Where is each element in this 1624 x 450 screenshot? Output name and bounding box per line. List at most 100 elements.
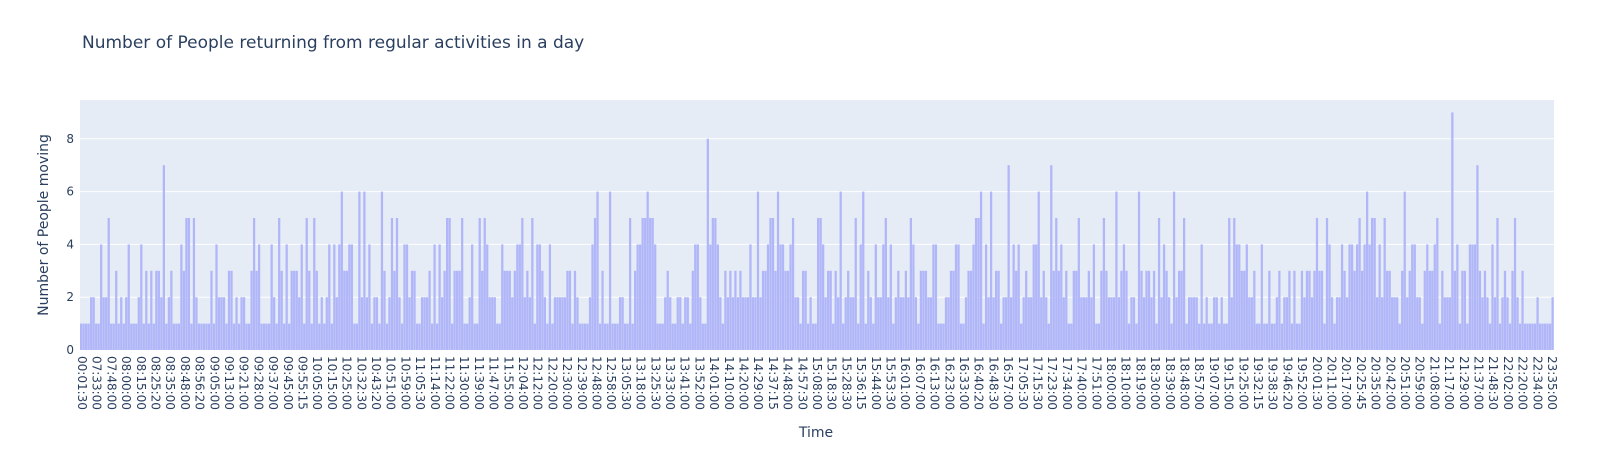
bar[interactable]: [330, 323, 333, 350]
bar[interactable]: [506, 270, 509, 350]
bar[interactable]: [744, 297, 747, 350]
bar[interactable]: [1426, 244, 1429, 350]
bar[interactable]: [415, 323, 419, 350]
bar[interactable]: [1225, 323, 1228, 350]
bar[interactable]: [1182, 218, 1186, 350]
bar[interactable]: [1443, 297, 1446, 350]
bar[interactable]: [358, 191, 361, 350]
bar[interactable]: [471, 244, 474, 350]
bar[interactable]: [799, 323, 802, 350]
bar[interactable]: [1045, 297, 1048, 350]
bar[interactable]: [1283, 297, 1286, 350]
bar[interactable]: [801, 270, 805, 350]
bar[interactable]: [1355, 244, 1359, 350]
bar[interactable]: [1057, 270, 1060, 350]
bar[interactable]: [481, 270, 484, 350]
bar[interactable]: [857, 323, 860, 350]
bar[interactable]: [1511, 270, 1514, 350]
bar[interactable]: [724, 270, 727, 350]
bar[interactable]: [97, 323, 100, 350]
bar[interactable]: [1110, 297, 1113, 350]
bar[interactable]: [764, 270, 767, 350]
bar[interactable]: [468, 297, 471, 350]
bar[interactable]: [1368, 244, 1371, 350]
bar[interactable]: [438, 244, 441, 350]
bar[interactable]: [957, 244, 960, 350]
bar[interactable]: [1376, 297, 1379, 350]
bar[interactable]: [1318, 270, 1321, 350]
bar[interactable]: [1250, 297, 1253, 350]
bar[interactable]: [947, 297, 950, 350]
bar[interactable]: [879, 297, 882, 350]
bar[interactable]: [1386, 270, 1389, 350]
bar[interactable]: [172, 323, 176, 350]
bar[interactable]: [1268, 270, 1271, 350]
bar[interactable]: [593, 218, 597, 350]
bar[interactable]: [972, 244, 975, 350]
bar[interactable]: [596, 191, 599, 350]
bar[interactable]: [1152, 270, 1156, 350]
bar[interactable]: [295, 270, 298, 350]
bar[interactable]: [157, 270, 160, 350]
bar[interactable]: [385, 323, 389, 350]
bar[interactable]: [132, 323, 135, 350]
bar[interactable]: [273, 297, 276, 350]
bar[interactable]: [822, 244, 825, 350]
bar[interactable]: [573, 270, 577, 350]
bar[interactable]: [275, 323, 278, 350]
bar[interactable]: [1508, 323, 1512, 350]
bar[interactable]: [1245, 244, 1248, 350]
bar[interactable]: [1085, 297, 1088, 350]
bar[interactable]: [1127, 323, 1131, 350]
bar[interactable]: [674, 323, 677, 350]
bar[interactable]: [315, 270, 318, 350]
bar[interactable]: [420, 297, 424, 350]
bar[interactable]: [649, 218, 652, 350]
bar[interactable]: [1516, 297, 1519, 350]
bar[interactable]: [736, 297, 740, 350]
bar[interactable]: [1177, 270, 1181, 350]
bar[interactable]: [1258, 323, 1261, 350]
bar[interactable]: [1012, 244, 1015, 350]
bar[interactable]: [478, 218, 481, 350]
bar[interactable]: [365, 297, 369, 350]
bar[interactable]: [603, 323, 607, 350]
bar[interactable]: [1167, 297, 1171, 350]
bar[interactable]: [353, 323, 356, 350]
bar[interactable]: [646, 191, 649, 350]
bar[interactable]: [1200, 244, 1203, 350]
bar[interactable]: [1521, 270, 1524, 350]
bar[interactable]: [571, 323, 574, 350]
bar[interactable]: [651, 218, 654, 350]
bar[interactable]: [751, 297, 755, 350]
bar[interactable]: [170, 270, 173, 350]
bar[interactable]: [513, 270, 516, 350]
bar[interactable]: [1543, 323, 1547, 350]
bar[interactable]: [676, 297, 679, 350]
bar[interactable]: [598, 323, 602, 350]
bar[interactable]: [917, 323, 920, 350]
bar[interactable]: [634, 270, 637, 350]
bar[interactable]: [949, 270, 953, 350]
bar[interactable]: [1137, 191, 1141, 350]
bar[interactable]: [576, 297, 579, 350]
bar[interactable]: [152, 323, 155, 350]
bar[interactable]: [639, 244, 642, 350]
bar[interactable]: [766, 244, 770, 350]
bar[interactable]: [1428, 270, 1431, 350]
bar[interactable]: [1360, 270, 1364, 350]
bar[interactable]: [1042, 270, 1045, 350]
bar[interactable]: [739, 270, 742, 350]
bar[interactable]: [1015, 270, 1018, 350]
bar[interactable]: [278, 218, 281, 350]
bar[interactable]: [1160, 297, 1163, 350]
bar[interactable]: [1491, 244, 1494, 350]
bar[interactable]: [1055, 218, 1058, 350]
bar[interactable]: [1022, 297, 1025, 350]
bar[interactable]: [1418, 297, 1421, 350]
bar[interactable]: [368, 244, 371, 350]
bar[interactable]: [804, 270, 807, 350]
bar[interactable]: [257, 244, 261, 350]
bar[interactable]: [200, 323, 203, 350]
bar[interactable]: [706, 138, 709, 350]
